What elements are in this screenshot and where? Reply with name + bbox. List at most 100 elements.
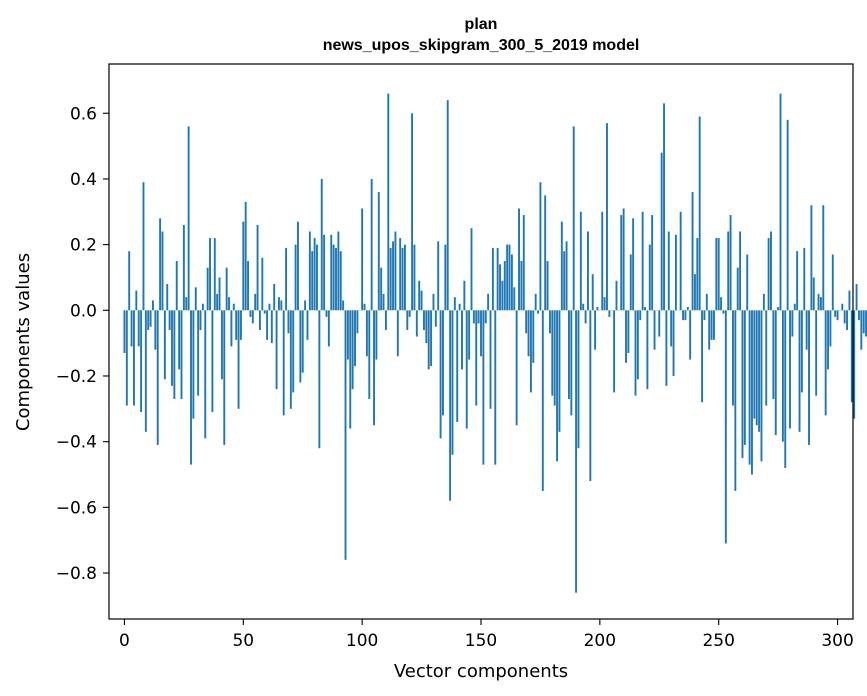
bar: [620, 215, 623, 311]
bar: [572, 126, 575, 311]
bar: [325, 310, 328, 317]
bar: [484, 310, 487, 324]
bar: [529, 310, 532, 393]
bar: [865, 310, 867, 337]
bar: [368, 310, 371, 399]
bar: [784, 310, 787, 468]
bar: [815, 310, 818, 396]
bar: [301, 310, 304, 373]
bar: [565, 241, 568, 311]
bar: [266, 310, 269, 340]
x-tick-label: 300: [821, 631, 853, 651]
bar: [178, 310, 181, 370]
bar: [689, 310, 692, 360]
bar: [853, 310, 856, 419]
bar: [239, 310, 242, 340]
bar: [539, 182, 542, 311]
bar: [123, 310, 126, 353]
bar: [408, 310, 411, 317]
bar: [406, 310, 409, 330]
bar: [793, 303, 796, 311]
bar: [625, 310, 627, 363]
bar: [518, 208, 520, 311]
bar: [722, 310, 725, 314]
bar: [292, 310, 295, 393]
bar: [187, 126, 190, 311]
bar: [634, 310, 637, 396]
bar: [280, 300, 283, 311]
bar: [446, 100, 449, 311]
bar: [232, 303, 235, 311]
bar: [712, 310, 715, 340]
bar: [753, 310, 756, 419]
bar: [568, 310, 570, 399]
bar: [242, 221, 245, 311]
bar: [361, 208, 364, 311]
bar: [525, 310, 528, 334]
x-tick-label: 50: [232, 631, 254, 651]
bar: [760, 310, 763, 462]
bar: [551, 310, 554, 396]
bar: [335, 247, 337, 311]
bar: [392, 241, 394, 311]
bar: [377, 192, 380, 311]
bar: [163, 310, 166, 380]
bar: [651, 215, 654, 311]
bar: [458, 303, 461, 311]
bar: [803, 247, 806, 311]
bar: [563, 251, 566, 311]
bar: [228, 297, 230, 311]
bar: [423, 310, 425, 330]
bar: [468, 310, 471, 360]
bar: [327, 310, 330, 347]
bar: [674, 234, 677, 311]
bar: [499, 264, 501, 311]
bar: [218, 277, 221, 311]
bar: [316, 244, 318, 311]
bar: [384, 310, 387, 330]
bar: [520, 261, 523, 311]
bar: [278, 297, 280, 311]
bar: [182, 224, 185, 311]
bar: [472, 310, 475, 324]
bar: [822, 205, 825, 311]
bar: [751, 310, 753, 475]
x-axis-ticks: 0 50 100 150 200 250 300: [119, 619, 854, 651]
bar: [356, 310, 359, 334]
bar: [185, 297, 188, 311]
bar: [663, 103, 665, 311]
bar: [622, 208, 625, 311]
bar: [789, 310, 791, 429]
bar: [401, 247, 404, 311]
bar: [297, 221, 299, 311]
bar: [190, 310, 192, 465]
bar: [415, 310, 418, 337]
bar: [149, 310, 152, 327]
bar: [506, 244, 509, 311]
bar: [337, 231, 340, 311]
bar: [734, 310, 737, 491]
y-axis-label: Components values: [13, 253, 34, 431]
bar: [323, 234, 326, 311]
bar: [819, 297, 822, 311]
bar: [708, 310, 711, 350]
bar: [805, 310, 808, 350]
bar: [774, 310, 777, 436]
bar: [175, 261, 178, 311]
bar: [546, 261, 549, 311]
bar: [201, 303, 204, 311]
bar: [373, 310, 375, 426]
x-axis-label: Vector components: [394, 661, 568, 682]
bar: [273, 284, 276, 311]
y-axis-ticks: 0.6 0.4 0.2 0.0 −0.2 −0.4 −0.6 −0.8: [56, 104, 109, 584]
bar: [594, 310, 597, 350]
bar: [135, 290, 138, 311]
bar: [508, 244, 511, 311]
bar: [584, 310, 587, 324]
bar: [230, 310, 233, 347]
bar: [808, 310, 810, 445]
bar: [437, 241, 440, 311]
bar: [413, 244, 416, 311]
bar: [339, 251, 342, 311]
bar: [432, 293, 435, 311]
